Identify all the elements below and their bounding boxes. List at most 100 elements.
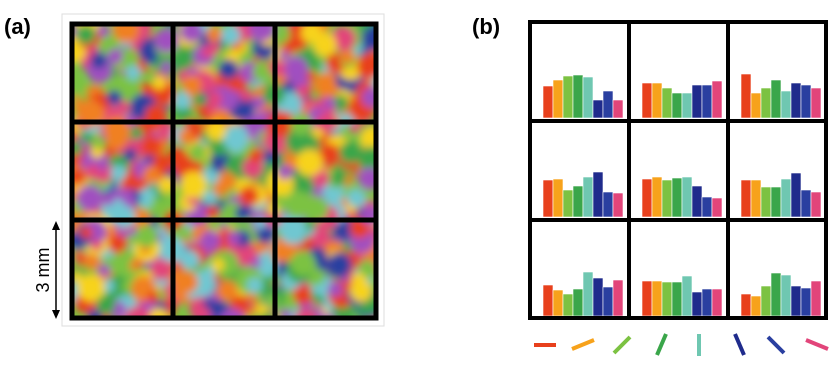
bar	[662, 282, 672, 316]
bar	[692, 292, 702, 316]
bar	[652, 83, 662, 118]
blob	[98, 264, 110, 276]
bar	[613, 193, 623, 217]
bar	[712, 81, 722, 118]
bar	[712, 289, 722, 316]
bar	[642, 179, 652, 217]
blob	[249, 149, 264, 164]
bar	[811, 192, 821, 217]
bar	[781, 179, 791, 217]
blob	[135, 225, 158, 248]
blob	[328, 282, 343, 297]
blob	[152, 76, 166, 90]
bar	[781, 91, 791, 118]
blob	[340, 49, 355, 64]
blob	[239, 186, 259, 206]
bar	[791, 286, 801, 316]
bar	[702, 85, 712, 118]
bar	[712, 198, 722, 217]
blob	[240, 89, 253, 102]
blob	[107, 90, 122, 105]
blob	[85, 165, 100, 180]
bar	[761, 286, 771, 316]
blob	[111, 165, 127, 181]
blob	[211, 159, 224, 172]
bar	[652, 177, 662, 217]
bar	[543, 285, 553, 316]
bar	[781, 275, 791, 316]
blob	[327, 252, 352, 277]
bar	[573, 75, 583, 118]
blob	[249, 15, 275, 41]
bar	[543, 180, 553, 217]
bar	[692, 85, 702, 118]
blob	[151, 259, 172, 280]
blob	[207, 91, 222, 106]
bar	[751, 296, 761, 316]
blob	[113, 205, 135, 227]
blob	[201, 46, 213, 58]
bar	[642, 83, 652, 118]
bar	[672, 93, 682, 118]
panel-label: (a)	[4, 14, 31, 39]
blob	[76, 25, 96, 45]
blob	[143, 166, 161, 184]
bar	[543, 86, 553, 118]
blob	[147, 291, 159, 303]
bar	[751, 180, 761, 217]
blob	[365, 23, 393, 51]
blob	[324, 97, 336, 109]
bar	[761, 187, 771, 217]
bar	[741, 74, 751, 118]
bar	[662, 88, 672, 118]
blob	[103, 193, 115, 205]
bar	[682, 276, 692, 316]
bar	[811, 88, 821, 118]
blob	[257, 227, 274, 244]
blob	[77, 189, 91, 203]
bar	[583, 77, 593, 118]
bar	[553, 80, 563, 118]
blob	[178, 129, 193, 144]
bar	[642, 281, 652, 316]
bar	[563, 76, 573, 118]
bar	[692, 186, 702, 217]
bar	[751, 93, 761, 118]
blob	[313, 33, 337, 57]
blob	[223, 125, 249, 151]
blob	[357, 53, 384, 80]
blob	[108, 49, 123, 64]
bar	[771, 273, 781, 316]
figure: (a) (b) 3 mm	[0, 0, 832, 365]
blob	[332, 170, 347, 185]
bar	[563, 294, 573, 316]
bar	[603, 91, 613, 118]
bar	[761, 88, 771, 118]
blob	[189, 143, 207, 161]
blob	[220, 308, 246, 334]
blob	[126, 65, 142, 81]
blob	[278, 165, 292, 179]
grid-b	[530, 22, 826, 318]
blob	[91, 146, 103, 158]
bar	[593, 278, 603, 316]
bar	[771, 80, 781, 118]
bar	[672, 178, 682, 217]
blob	[227, 231, 240, 244]
bar	[583, 272, 593, 316]
blob	[58, 212, 80, 234]
blob	[219, 59, 239, 79]
blob	[283, 56, 309, 82]
bar	[741, 294, 751, 316]
blob	[312, 228, 331, 247]
blob	[80, 226, 92, 238]
bar	[593, 172, 603, 217]
bar	[682, 177, 692, 217]
bar	[791, 173, 801, 217]
blob	[96, 295, 115, 314]
bar	[613, 100, 623, 118]
blob	[291, 250, 316, 275]
blob	[297, 85, 310, 98]
blob	[211, 258, 224, 271]
bar	[603, 192, 613, 217]
